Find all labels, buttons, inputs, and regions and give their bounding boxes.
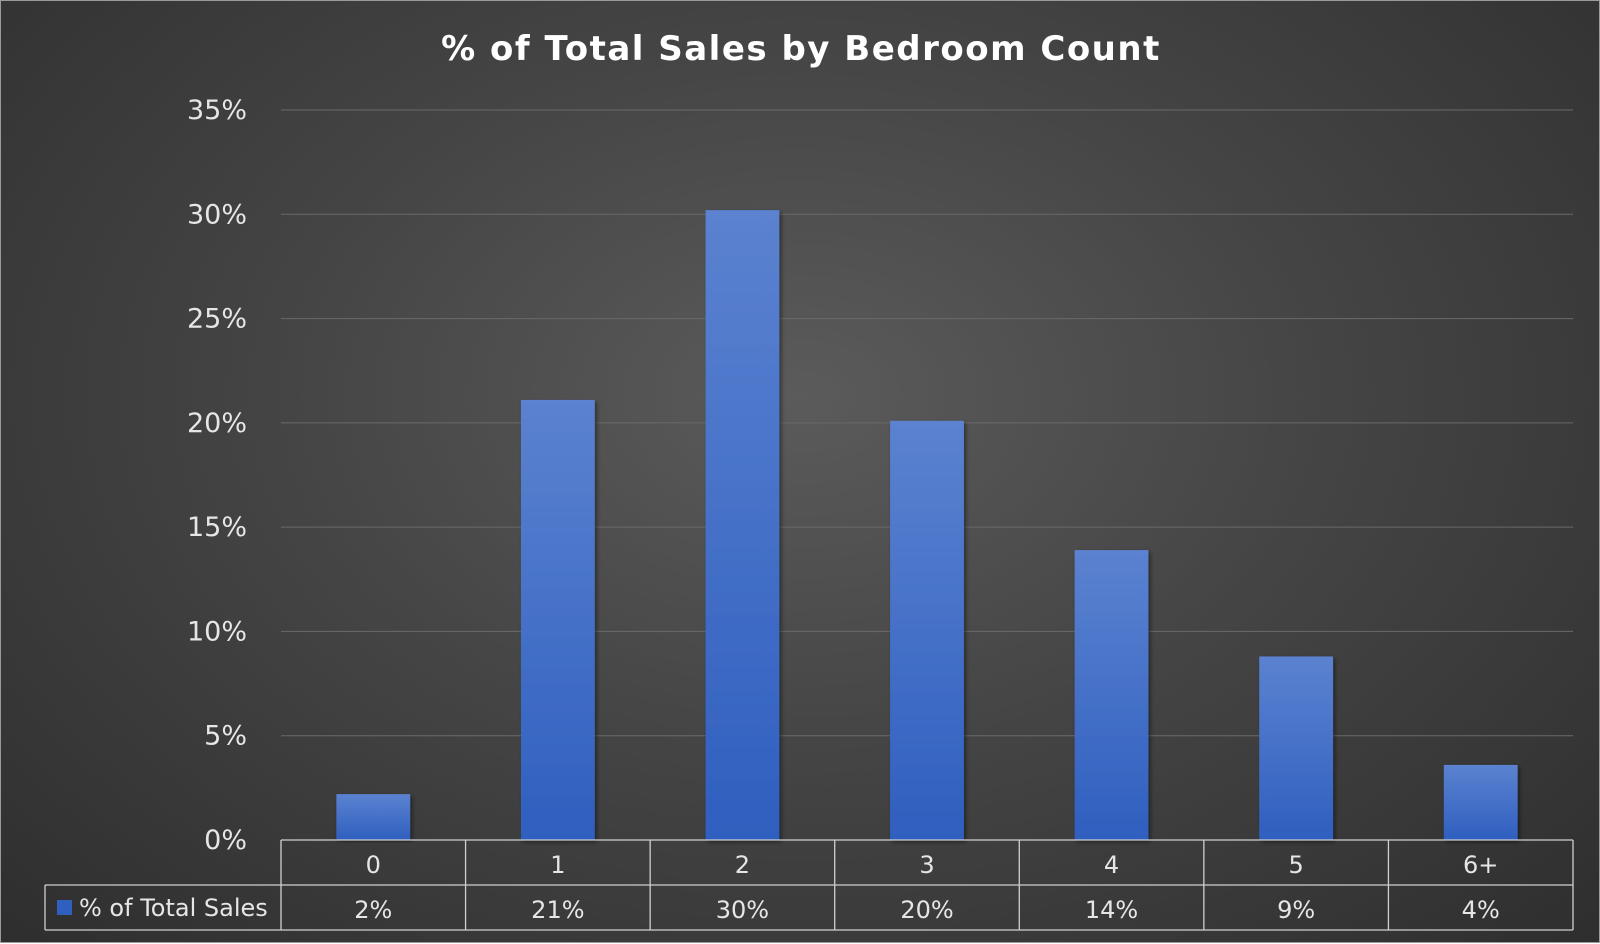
bar-3 [890, 420, 964, 840]
x-tick-label: 5 [1289, 851, 1304, 879]
data-label: 14% [1085, 896, 1138, 924]
y-tick-label: 25% [187, 304, 247, 335]
y-tick-label: 5% [204, 721, 247, 752]
bar-4 [1074, 550, 1149, 840]
y-tick-label: 0% [204, 825, 247, 856]
y-tick-label: 10% [187, 616, 247, 647]
data-table: 0 2% 1 21% 2 30% 3 20% 4 14% 5 9% 6+ 4% % of Total Sal… [44, 839, 1574, 931]
bar-1 [520, 399, 595, 840]
data-label: 2% [354, 896, 392, 924]
x-tick-label: 0 [366, 851, 381, 879]
x-tick-label: 4 [1104, 851, 1119, 879]
y-tick-label: 30% [187, 199, 247, 230]
data-label: 21% [531, 896, 584, 924]
x-tick-label: 2 [735, 851, 750, 879]
y-tick-label: 20% [187, 408, 247, 439]
legend-swatch [57, 900, 72, 915]
bars [336, 210, 1518, 841]
data-label: 4% [1462, 896, 1500, 924]
data-label: 30% [716, 896, 769, 924]
bar-2 [705, 210, 780, 841]
y-tick-label: 15% [187, 512, 247, 543]
legend-series-name: % of Total Sales [79, 894, 268, 922]
chart-title: % of Total Sales by Bedroom Count [441, 29, 1161, 69]
x-tick-label: 6+ [1463, 851, 1498, 879]
bar-5 [1259, 656, 1334, 840]
data-label: 9% [1277, 896, 1315, 924]
x-tick-label: 1 [550, 851, 565, 879]
bar-6+ [1443, 764, 1518, 840]
bar-0 [336, 794, 411, 840]
x-tick-label: 3 [919, 851, 934, 879]
y-tick-label: 35% [187, 95, 247, 126]
y-axis-ticks: 0% 5% 10% 15% 20% 25% 30% 35% [187, 95, 247, 856]
data-label: 20% [900, 896, 953, 924]
